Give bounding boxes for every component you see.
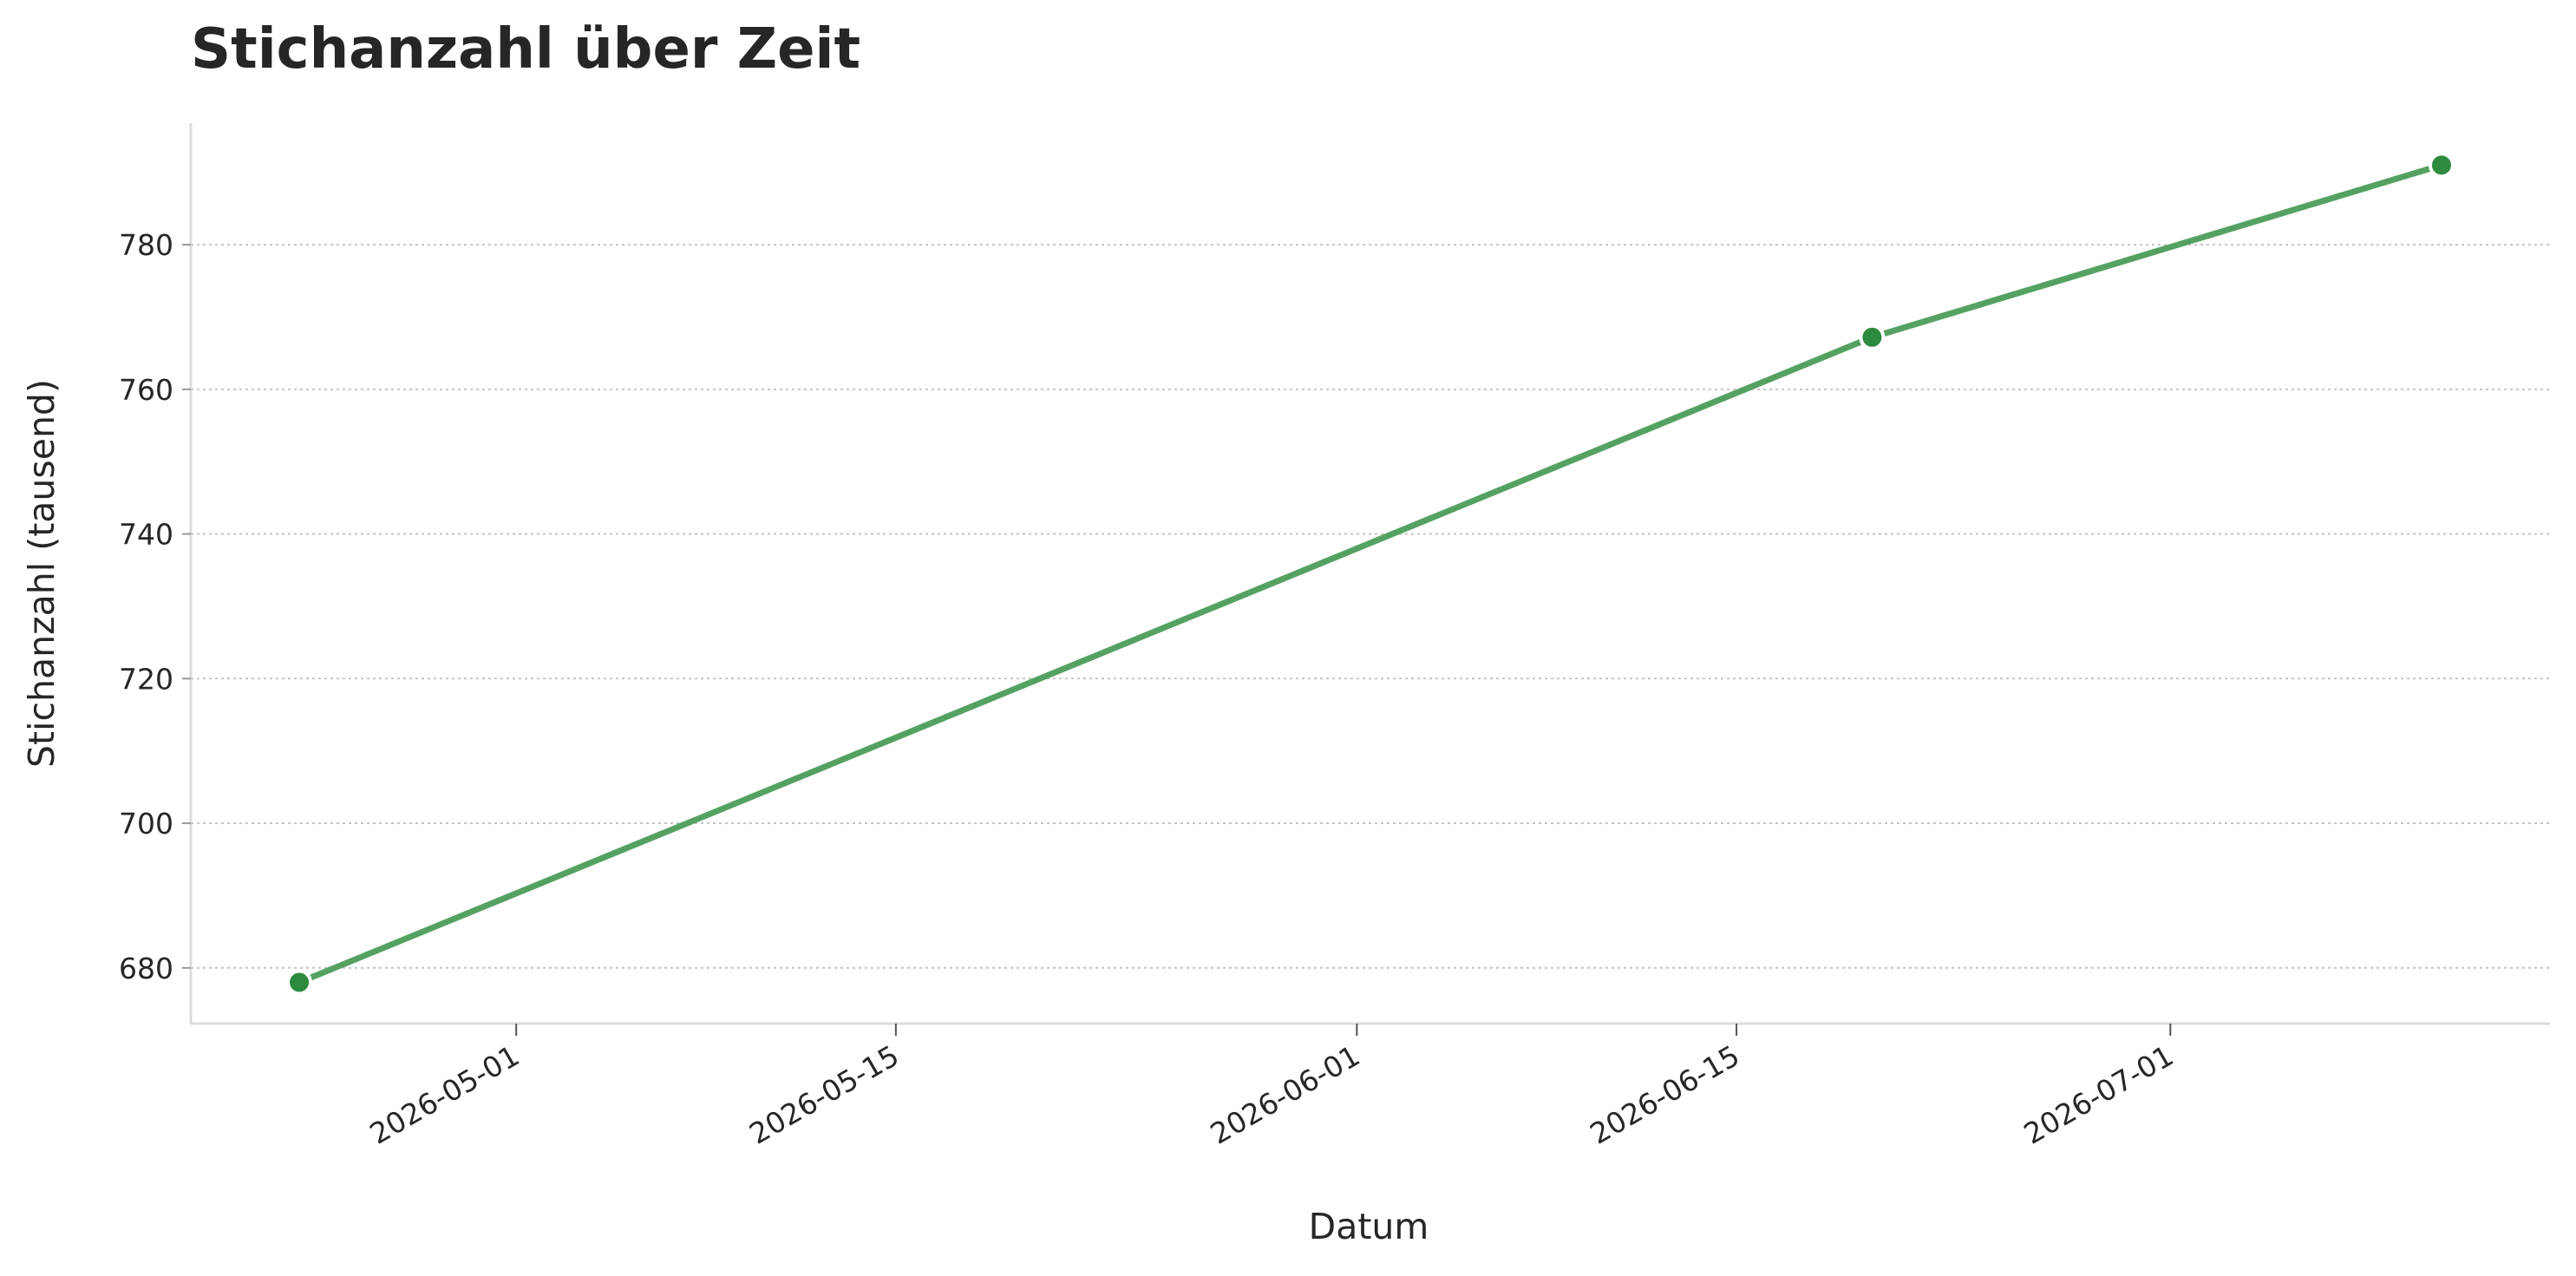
y-tick-label: 780 [119, 228, 173, 262]
chart-title: Stichanzahl über Zeit [191, 17, 860, 82]
x-tick-label: 2026-06-01 [1205, 1038, 1366, 1151]
y-axis-label: Stichanzahl (tausend) [21, 379, 62, 768]
x-tick-label: 2026-05-15 [743, 1038, 905, 1151]
y-tick-label: 740 [119, 518, 173, 552]
data-point [1859, 324, 1886, 350]
y-tick-label: 720 [119, 662, 173, 696]
y-tick-label: 700 [119, 807, 173, 841]
y-tick-label: 760 [119, 373, 173, 407]
x-tick-label: 2026-06-15 [1584, 1038, 1745, 1151]
data-line [297, 162, 2442, 985]
x-tick-label: 2026-07-01 [2018, 1038, 2180, 1151]
y-tick-label: 680 [119, 952, 173, 985]
x-axis-label: Datum [1309, 1206, 1429, 1247]
x-tick-label: 2026-05-01 [364, 1038, 526, 1151]
data-point [2428, 152, 2455, 179]
data-point [286, 969, 313, 996]
